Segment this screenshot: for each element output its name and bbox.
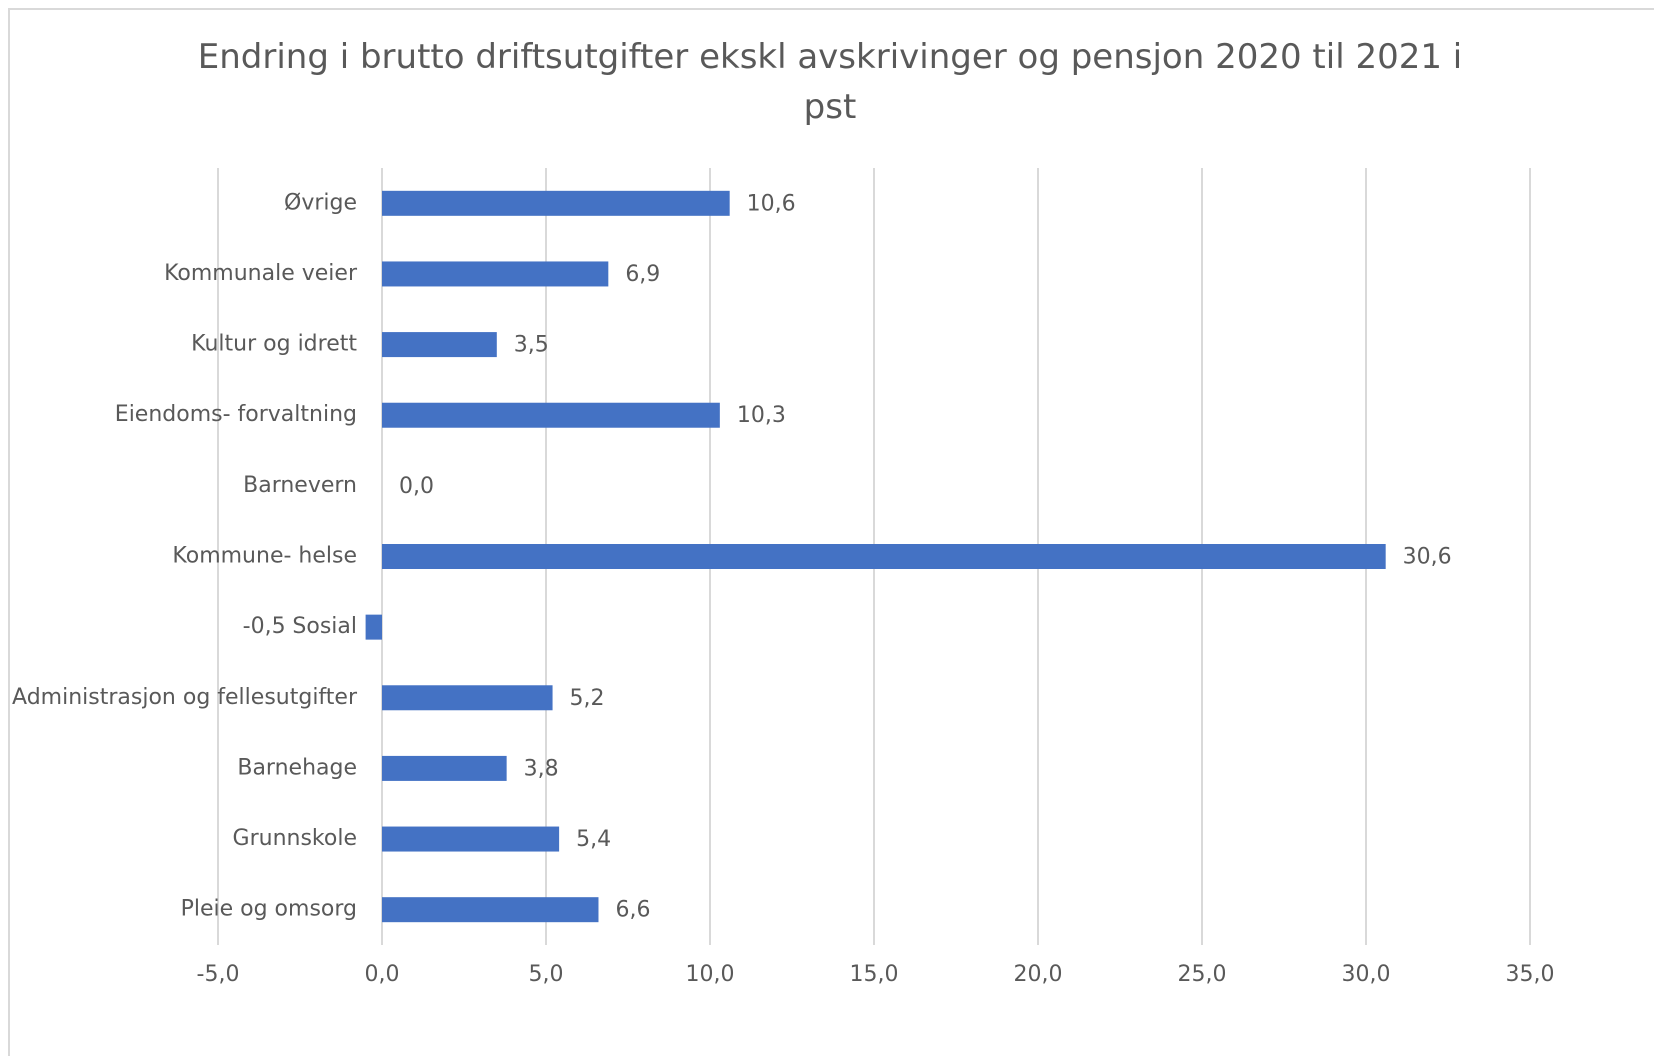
x-tick-label: 0,0: [365, 962, 400, 987]
bar: [382, 332, 497, 358]
y-tick-label: Kommune- helse: [172, 544, 357, 569]
value-label: -0,5: [243, 614, 286, 639]
value-label: 5,4: [576, 827, 611, 852]
x-tick-label: -5,0: [197, 962, 240, 987]
value-label: 3,5: [514, 333, 549, 358]
bar: [382, 826, 560, 852]
y-tick-label: Sosial: [292, 614, 357, 639]
x-tick-label: 10,0: [686, 962, 735, 987]
y-tick-label: Barnehage: [237, 755, 357, 780]
bar: [382, 897, 599, 923]
chart-border: [8, 8, 1654, 1056]
value-label: 10,6: [747, 191, 796, 216]
bar: [365, 614, 382, 640]
y-tick-label: Kommunale veier: [164, 261, 358, 286]
bar: [382, 261, 609, 287]
value-label: 3,8: [524, 756, 559, 781]
x-tick-label: 5,0: [529, 962, 564, 987]
x-tick-label: 35,0: [1506, 962, 1555, 987]
y-tick-label: Øvrige: [284, 190, 357, 215]
bar: [382, 685, 553, 711]
bar: [382, 755, 507, 781]
chart-title: Endring i brutto driftsutgifter ekskl av…: [197, 37, 1463, 127]
x-tick-label: 15,0: [850, 962, 899, 987]
value-label: 30,6: [1403, 545, 1452, 570]
value-label: 10,3: [737, 403, 786, 428]
y-tick-label: Grunnskole: [233, 826, 357, 851]
x-tick-label: 30,0: [1342, 962, 1391, 987]
y-tick-label: Eiendoms- forvaltning: [115, 402, 357, 427]
y-tick-label: Pleie og omsorg: [181, 897, 357, 922]
bar: [382, 402, 720, 428]
value-label: 6,6: [615, 898, 650, 923]
y-tick-label: Barnevern: [243, 473, 357, 498]
bar: [382, 544, 1386, 569]
value-label: 6,9: [625, 262, 660, 287]
x-tick-label: 25,0: [1178, 962, 1227, 987]
y-tick-label: Administrasjon og fellesutgifter: [12, 685, 358, 710]
value-label: 0,0: [399, 474, 434, 499]
value-label: 5,2: [570, 686, 605, 711]
x-tick-label: 20,0: [1014, 962, 1063, 987]
y-tick-label: Kultur og idrett: [191, 332, 357, 357]
bar: [382, 190, 730, 216]
